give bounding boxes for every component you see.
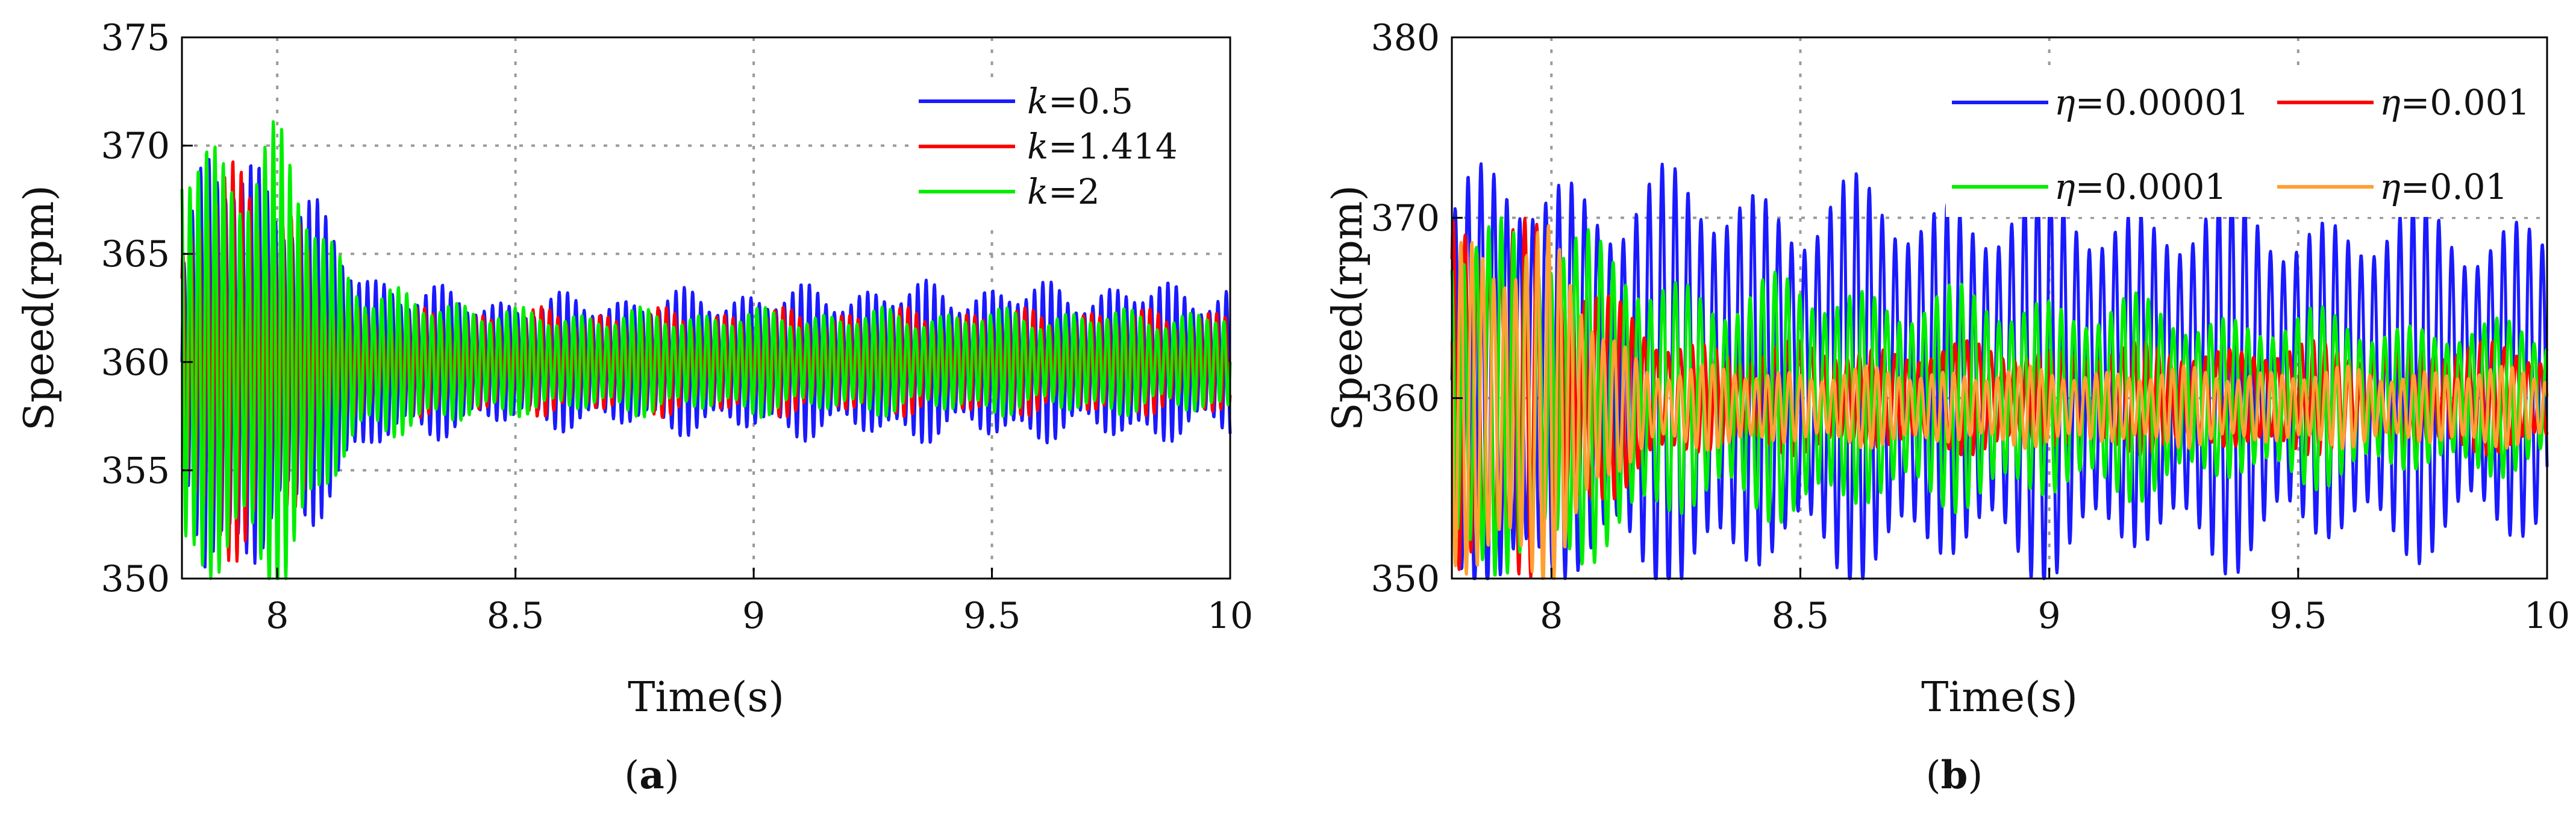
- chart-b-legend-label-1: η=0.001: [2380, 82, 2530, 123]
- chart-b-legend-box: [1946, 72, 2542, 217]
- chart-b-y-tick-label-3: 380: [1371, 17, 1440, 59]
- chart-b-series: [1450, 162, 2549, 580]
- chart-b-y-axis-label: Speed(rpm): [1324, 185, 1372, 431]
- chart-b-y-tick-label-2: 370: [1371, 197, 1440, 239]
- chart-b-x-axis-label: Time(s): [1921, 674, 2078, 721]
- chart-a-legend-label-2: k=2: [1027, 171, 1100, 212]
- chart-b-panel-label: (b): [1926, 753, 1983, 798]
- chart-a-legend-label-0: k=0.5: [1027, 81, 1133, 122]
- chart-a-legend-item-1: k=1.414: [919, 126, 1178, 167]
- chart-b-x-tick-label-2: 9: [2038, 595, 2061, 637]
- chart-a-x-ticks: 8 8.5 9 9.5 10: [266, 568, 1253, 637]
- chart-b-legend-item-1: η=0.001: [2277, 82, 2530, 123]
- chart-b-legend-label-3: η=0.01: [2380, 166, 2508, 207]
- chart-b-y-tick-label-0: 350: [1371, 558, 1440, 600]
- chart-a-legend-item-0: k=0.5: [919, 81, 1133, 122]
- chart-a-legend-item-2: k=2: [919, 171, 1100, 212]
- chart-a-legend-label-1: k=1.414: [1027, 126, 1178, 167]
- chart-b: 8 8.5 9 9.5 10 350 360 370 380 Time(s) Speed(rp…: [1324, 17, 2570, 798]
- chart-a-plot-frame: [181, 36, 1231, 580]
- chart-a-y-tick-label-5: 375: [101, 17, 170, 59]
- chart-b-series-line-3: [1450, 224, 2549, 580]
- chart-a-y-tick-label-4: 370: [101, 125, 170, 168]
- chart-b-x-ticks: 8 8.5 9 9.5 10: [1540, 568, 2570, 637]
- chart-b-x-tick-label-1: 8.5: [1772, 595, 1829, 637]
- chart-b-x-tick-label-3: 9.5: [2269, 595, 2327, 637]
- chart-a-x-tick-label-0: 8: [266, 595, 289, 637]
- chart-a-series: [180, 120, 1232, 580]
- chart-a-x-tick-label-3: 9.5: [963, 595, 1021, 637]
- chart-a-y-axis-label: Speed(rpm): [16, 185, 63, 431]
- chart-a-x-axis-label: Time(s): [628, 674, 784, 721]
- chart-b-y-tick-label-1: 360: [1371, 378, 1440, 420]
- chart-b-plot-frame: [1451, 36, 2548, 580]
- chart-a-panel-label: (a): [624, 753, 679, 798]
- chart-a-x-tick-label-2: 9: [742, 595, 765, 637]
- chart-a-x-tick-label-1: 8.5: [487, 595, 544, 637]
- chart-b-y-ticks: 350 360 370 380: [1371, 17, 1463, 600]
- chart-b-legend-item-3: η=0.01: [2277, 166, 2508, 207]
- chart-a-y-tick-label-2: 360: [101, 342, 170, 384]
- chart-a-x-tick-label-4: 10: [1207, 595, 1253, 637]
- chart-b-legend-item-2: η=0.0001: [1952, 166, 2227, 207]
- chart-b-x-tick-label-4: 10: [2524, 595, 2570, 637]
- chart-a: 8 8.5 9 9.5 10 350 355 360 365 370 375 Time(s) Sp…: [16, 17, 1253, 798]
- chart-a-y-ticks: 350 355 360 365 370 375: [101, 17, 193, 600]
- chart-b-legend: η=0.00001 η=0.001 η=0.0001 η=0.01: [1946, 72, 2542, 217]
- chart-a-series-line-2: [180, 120, 1232, 580]
- chart-b-legend-label-0: η=0.00001: [2054, 82, 2249, 123]
- chart-a-y-tick-label-0: 350: [101, 558, 170, 600]
- chart-b-x-tick-label-0: 8: [1540, 595, 1563, 637]
- chart-a-y-tick-label-1: 355: [101, 450, 170, 492]
- chart-a-y-tick-label-3: 365: [101, 233, 170, 275]
- chart-b-legend-item-0: η=0.00001: [1952, 82, 2249, 123]
- chart-b-legend-label-2: η=0.0001: [2054, 166, 2227, 207]
- chart-a-legend: k=0.5 k=1.414 k=2: [910, 78, 1223, 223]
